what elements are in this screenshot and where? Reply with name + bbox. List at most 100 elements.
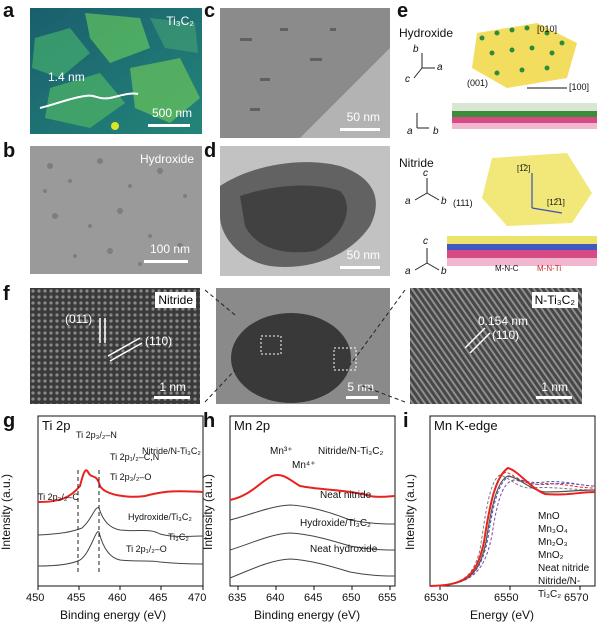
axis-b-label-4: b: [441, 266, 447, 277]
scale-bar-b: [144, 260, 188, 263]
scale-bar-f2-label: 5 nm: [347, 380, 374, 394]
panel-d-letter: d: [204, 140, 217, 162]
i-title: Mn K-edge: [434, 418, 498, 433]
i-legend-mno2: MnO₂: [538, 550, 564, 561]
g-title: Ti 2p: [42, 418, 71, 433]
nitride-badge: Nitride: [155, 292, 196, 308]
afm-material-label: Ti₃C₂: [166, 14, 194, 28]
zoom-connector-lines: [204, 289, 406, 403]
i-legend-neat-nitride: Neat nitride: [538, 563, 590, 574]
plane-110b-label: (110): [492, 328, 520, 342]
h-neat-hydroxide-curve: [229, 558, 396, 579]
g-ann-ti2p32-o: Ti 2p₃/₂–O: [110, 472, 152, 482]
i-xlabel: Energy (eV): [470, 608, 535, 622]
g-tick-0: 450: [26, 592, 45, 604]
scale-bar-c-label: 50 nm: [346, 110, 380, 124]
panel-h-letter: h: [203, 410, 216, 432]
h-neat-nitride-curve: [229, 504, 396, 525]
axis-c-label-4: c: [423, 236, 428, 247]
hydroxide-label: Hydroxide: [139, 152, 194, 166]
scale-bar-c: [340, 128, 380, 131]
panel-e-letter: e: [397, 0, 409, 22]
h-tick-3: 650: [342, 592, 361, 604]
nitride-side-view: [447, 236, 597, 266]
i-legend-mn3o4: Mn₃O₄: [538, 524, 568, 535]
g-tick-3: 465: [149, 592, 168, 604]
g-series-nitride: Nitride/N-Ti₃C₂: [142, 446, 201, 456]
i-nitride-n-ti3c2-curve: [429, 466, 596, 587]
bond-mnti-label: M-N-Ti: [537, 264, 562, 273]
i-mno-curve: [429, 474, 596, 587]
g-ann-ti2p12-o: Ti 2p₁/₂–O: [126, 544, 167, 554]
panel-b-letter: b: [3, 140, 16, 162]
scale-bar-a: [148, 124, 190, 127]
n-ti3c2-badge: N-Ti₃C₂: [531, 292, 578, 308]
lattice-texture-f2: [216, 288, 390, 404]
xps-ti2p-chart: [37, 415, 204, 590]
panel-f-letter: f: [3, 283, 10, 305]
tem-texture-b: [30, 146, 202, 274]
g-series-hydroxide: Hydroxide/Ti₃C₂: [128, 512, 192, 522]
g-ann-ti2p12-cn: Ti 2p₁/₂–C,N: [110, 452, 160, 462]
nitride-structure-label: Nitride: [399, 156, 434, 170]
afm-thickness-label: 1.4 nm: [48, 70, 85, 84]
tem-image-d: 50 nm: [220, 146, 390, 276]
h-xlabel: Binding energy (eV): [254, 608, 361, 622]
plane-111-label: (111): [453, 198, 473, 208]
axes-icon-4: [414, 248, 440, 271]
plane-001-label: (001): [467, 78, 489, 88]
h-tick-0: 635: [228, 592, 247, 604]
axis-b-label-2: b: [433, 126, 439, 137]
h-series-3: Neat hydroxide: [310, 544, 378, 555]
dir-121-label: [12̅1]: [547, 198, 565, 207]
hrtem-n-ti3c2: N-Ti₃C₂ 0.154 nm (110) 1 nm: [410, 288, 582, 404]
panel-g-letter: g: [3, 410, 16, 432]
hrtem-nitride: Nitride (011) (110) 1 nm: [30, 288, 200, 404]
h-ann-mn4: Mn⁴⁺: [292, 460, 316, 471]
scale-bar-f1-label: 1 nm: [159, 380, 186, 394]
g-ylabel: Intensity (a.u.): [0, 473, 14, 551]
tem-texture-c: [220, 8, 390, 138]
dir-010-label: [010]: [537, 24, 558, 34]
i-legend-mno: MnO: [538, 511, 560, 522]
axis-b-label-1: b: [413, 44, 419, 55]
h-series-2: Hydroxide/Ti₃C₂: [300, 518, 371, 529]
crystal-structures: Hydroxide Nitride: [397, 8, 600, 278]
axes-icon-1: [413, 53, 435, 79]
axis-c-label-3: c: [423, 168, 428, 179]
i-mno2-curve: [429, 479, 596, 587]
h-series-1: Neat nitride: [320, 490, 372, 501]
g-tick-2: 460: [108, 592, 127, 604]
plane-110-label: (110): [145, 334, 173, 348]
g-tick-1: 455: [67, 592, 86, 604]
hrtem-overview: 5 nm: [216, 288, 390, 404]
i-legend-nitride-n-ti3c2: Nitride/N-Ti₃C₂: [538, 576, 581, 600]
scale-bar-f3-label: 1 nm: [541, 380, 568, 394]
g-ann-ti2p32-c: Ti 2p₃/₂–C: [38, 492, 79, 502]
axis-a-label-2: a: [407, 126, 413, 137]
nitride-n-ti3c2-curve: [37, 469, 204, 503]
structure-drawings: [413, 23, 597, 271]
afm-flakes: [30, 8, 202, 134]
axis-a-label-1: a: [437, 62, 443, 73]
axis-c-label-1: c: [405, 74, 410, 85]
nitride-lattice: [482, 153, 592, 226]
i-ylabel: Intensity (a.u.): [403, 473, 418, 551]
scale-bar-f1: [154, 396, 190, 399]
scale-bar-f3: [536, 396, 572, 399]
g-ann-ti2p32-n: Ti 2p₃/₂–N: [76, 430, 117, 440]
xanes-mn-k-edge-chart: [429, 415, 596, 590]
i-legend: MnO Mn₃O₄ Mn₂O₃ MnO₂ Neat nitride Nitrid…: [538, 510, 600, 601]
h-nitride-n-ti3c2-curve: [229, 474, 396, 501]
bond-mnc-label: M-N-C: [495, 264, 519, 273]
g-series-ti3c2: Ti₃C₂: [168, 532, 189, 542]
panel-c-letter: c: [204, 0, 216, 22]
h-tick-4: 655: [378, 592, 397, 604]
panel-i-letter: i: [403, 410, 409, 432]
i-neat-nitride-curve: [429, 475, 596, 587]
scale-bar-f2: [346, 396, 378, 399]
hydroxide-ti3c2-curve: [37, 507, 204, 537]
plane-011-label: (011): [65, 312, 93, 326]
tem-image-hydroxide: Hydroxide 100 nm: [30, 146, 202, 274]
h-hydroxide-curve: [229, 532, 396, 551]
